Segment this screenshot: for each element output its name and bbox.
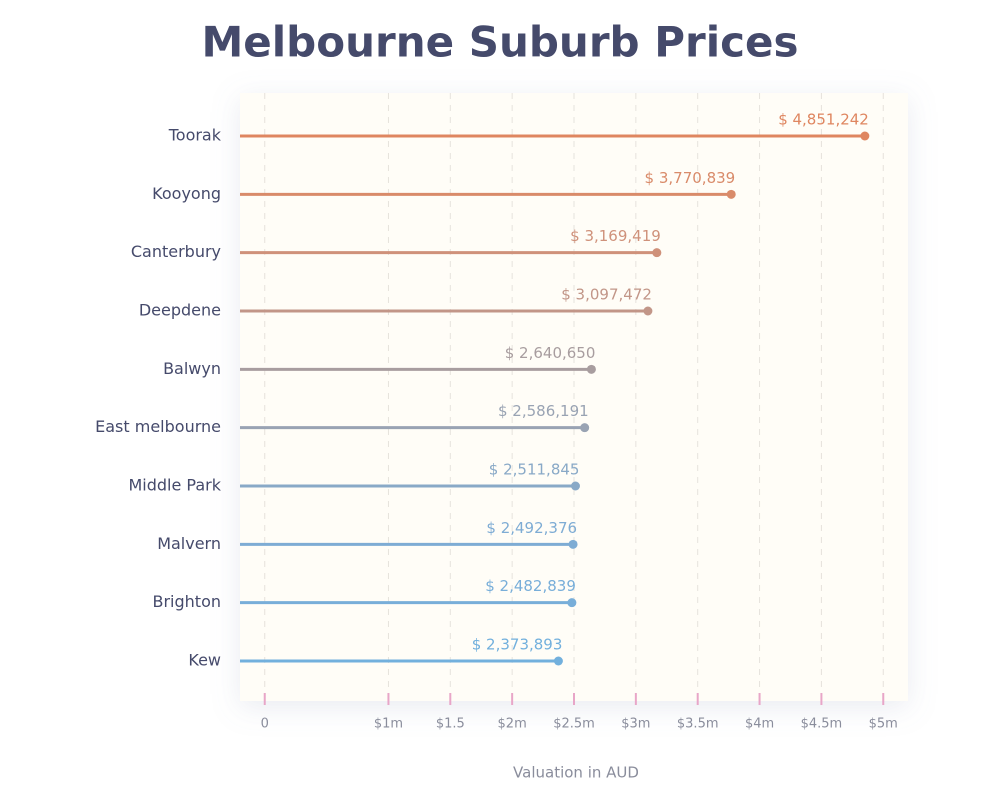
dot (726, 189, 736, 199)
x-tick-label: $1m (374, 717, 403, 732)
value-label: $ 2,511,845 (489, 461, 580, 479)
dot (570, 481, 580, 491)
y-tick-label: Middle Park (128, 476, 221, 495)
value-label: $ 2,373,893 (472, 636, 563, 654)
value-label: $ 2,586,191 (498, 402, 589, 420)
chart-title: Melbourne Suburb Prices (201, 18, 798, 67)
x-tick-label: $2m (498, 717, 527, 732)
x-tick-label: $4.5m (801, 717, 843, 732)
dot (568, 539, 578, 549)
x-axis-label: Valuation in AUD (513, 764, 639, 782)
value-label: $ 3,097,472 (561, 286, 652, 304)
value-label: $ 2,640,650 (505, 344, 596, 362)
y-tick-label: Kew (188, 651, 221, 670)
y-tick-label: Canterbury (131, 242, 221, 261)
x-tick-label: $3.5m (677, 717, 719, 732)
value-label: $ 3,169,419 (570, 227, 661, 245)
value-label: $ 2,492,376 (486, 519, 577, 537)
dot (553, 656, 563, 666)
y-tick-label: Deepdene (139, 301, 221, 320)
y-tick-label: Malvern (157, 534, 221, 553)
dot (567, 598, 577, 608)
dot (586, 364, 596, 374)
x-tick-label: $5m (869, 717, 898, 732)
value-label: $ 4,851,242 (778, 111, 869, 129)
x-tick-label: $4m (745, 717, 774, 732)
x-tick-label: $3m (621, 717, 650, 732)
y-tick-label: Balwyn (163, 359, 221, 378)
y-tick-label: Toorak (168, 126, 222, 145)
x-tick-label: $1.5 (436, 717, 465, 732)
dot (580, 423, 590, 433)
value-label: $ 2,482,839 (485, 577, 576, 595)
x-tick-label: $2.5m (553, 717, 595, 732)
dot (643, 306, 653, 316)
dot (652, 248, 662, 258)
x-tick-label: 0 (261, 717, 269, 732)
value-label: $ 3,770,839 (645, 169, 736, 187)
y-tick-label: Kooyong (152, 184, 221, 203)
y-tick-label: Brighton (153, 592, 222, 611)
dot (860, 131, 870, 141)
y-tick-label: East melbourne (95, 417, 221, 436)
